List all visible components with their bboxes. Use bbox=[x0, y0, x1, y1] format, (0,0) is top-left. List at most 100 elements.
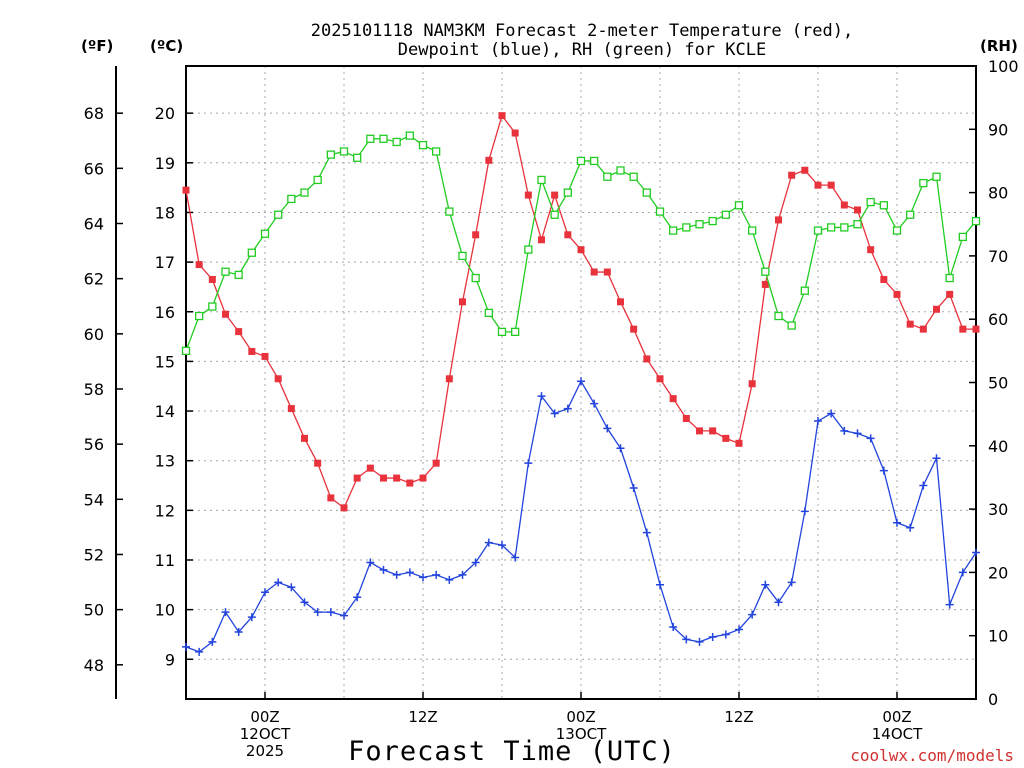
data-point bbox=[550, 409, 559, 418]
data-point bbox=[722, 434, 730, 442]
data-point bbox=[735, 625, 743, 634]
data-point bbox=[708, 216, 717, 226]
data-point bbox=[432, 147, 441, 156]
series-rh bbox=[181, 131, 981, 356]
data-point bbox=[787, 321, 796, 330]
data-point bbox=[827, 181, 835, 189]
data-point bbox=[182, 642, 190, 651]
data-point bbox=[353, 153, 362, 162]
data-point bbox=[906, 523, 915, 532]
data-point bbox=[287, 405, 295, 413]
data-point bbox=[972, 325, 980, 333]
data-point bbox=[563, 188, 572, 197]
celsius-tick-label: 19 bbox=[155, 154, 175, 173]
data-point bbox=[879, 466, 888, 475]
data-point bbox=[814, 181, 822, 189]
data-point bbox=[630, 325, 638, 333]
data-point bbox=[287, 194, 296, 204]
celsius-tick-label: 17 bbox=[155, 253, 175, 272]
data-point bbox=[761, 580, 770, 589]
fahrenheit-tick-label: 50 bbox=[84, 601, 104, 620]
data-point bbox=[551, 191, 559, 199]
rh-tick-label: 0 bbox=[988, 690, 998, 709]
data-point bbox=[366, 134, 375, 143]
data-point bbox=[827, 223, 836, 232]
data-point bbox=[405, 568, 414, 577]
data-point bbox=[893, 518, 901, 527]
data-point bbox=[616, 444, 625, 453]
x-tick-label: 00Z bbox=[882, 708, 911, 726]
data-point bbox=[906, 210, 915, 219]
fahrenheit-tick-label: 58 bbox=[84, 380, 104, 399]
data-point bbox=[221, 608, 230, 617]
data-point bbox=[708, 632, 717, 641]
data-point bbox=[866, 434, 875, 443]
data-point bbox=[260, 229, 270, 238]
data-point bbox=[919, 325, 927, 333]
fahrenheit-tick-label: 62 bbox=[84, 270, 104, 289]
celsius-tick-label: 9 bbox=[165, 650, 175, 669]
data-point bbox=[300, 188, 309, 197]
data-point bbox=[879, 201, 888, 210]
celsius-unit-label: (ºC) bbox=[150, 37, 183, 55]
x-axis-label: Forecast Time (UTC) bbox=[348, 736, 676, 767]
data-point bbox=[603, 268, 611, 276]
data-point bbox=[629, 484, 638, 492]
data-point bbox=[709, 427, 717, 435]
data-point bbox=[932, 454, 941, 463]
data-point bbox=[656, 375, 664, 383]
data-point bbox=[353, 474, 361, 482]
rh-tick-label: 30 bbox=[988, 500, 1008, 519]
data-point bbox=[958, 568, 967, 577]
tick-labels: 48 50 52 54 56 58 60 62 64 66 68 9 10 11 12 13 14 15 16 17 1… bbox=[84, 57, 1019, 760]
data-point bbox=[827, 409, 836, 418]
data-point bbox=[669, 395, 677, 403]
data-point bbox=[669, 623, 678, 632]
data-point bbox=[814, 416, 822, 425]
data-point bbox=[340, 611, 348, 620]
data-point bbox=[353, 593, 362, 602]
data-point bbox=[538, 236, 545, 244]
rh-tick-label: 90 bbox=[988, 120, 1008, 139]
data-point bbox=[564, 231, 572, 239]
data-point bbox=[393, 474, 401, 482]
data-point bbox=[326, 608, 335, 617]
fahrenheit-tick-label: 48 bbox=[84, 656, 104, 675]
data-point bbox=[511, 129, 519, 137]
data-point bbox=[313, 175, 322, 185]
data-point bbox=[379, 565, 388, 574]
data-point bbox=[788, 171, 796, 179]
fahrenheit-tick-label: 52 bbox=[84, 545, 104, 564]
data-point bbox=[840, 223, 849, 232]
data-point bbox=[208, 275, 216, 283]
data-point bbox=[498, 541, 506, 550]
data-point bbox=[432, 570, 441, 579]
data-point bbox=[629, 172, 638, 181]
data-point bbox=[458, 251, 467, 261]
x-tick-label: 14OCT bbox=[872, 725, 923, 743]
celsius-tick-label: 18 bbox=[155, 203, 175, 222]
data-point bbox=[537, 175, 546, 185]
data-point bbox=[181, 346, 191, 356]
data-point bbox=[339, 147, 349, 156]
data-point bbox=[274, 578, 283, 587]
rh-tick-label: 80 bbox=[988, 184, 1008, 203]
data-point bbox=[959, 325, 967, 333]
celsius-tick-label: 14 bbox=[155, 402, 175, 421]
data-point bbox=[419, 573, 427, 582]
data-point bbox=[748, 610, 757, 619]
data-point bbox=[182, 186, 190, 194]
data-point bbox=[418, 140, 428, 150]
celsius-tick-label: 15 bbox=[155, 352, 175, 371]
data-point bbox=[511, 327, 520, 337]
data-point bbox=[274, 375, 282, 383]
fahrenheit-tick-label: 54 bbox=[84, 490, 104, 509]
data-point bbox=[748, 380, 756, 388]
data-point bbox=[406, 479, 414, 487]
data-point bbox=[524, 245, 533, 254]
data-point bbox=[906, 320, 914, 328]
credit-link[interactable]: coolwx.com/models bbox=[850, 746, 1014, 765]
data-point bbox=[695, 220, 704, 229]
data-point bbox=[327, 494, 335, 502]
data-point bbox=[695, 637, 704, 646]
